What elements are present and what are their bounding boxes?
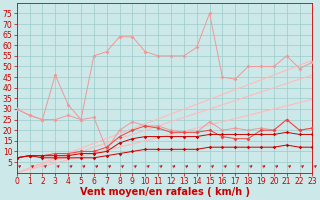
X-axis label: Vent moyen/en rafales ( km/h ): Vent moyen/en rafales ( km/h ) — [80, 187, 250, 197]
